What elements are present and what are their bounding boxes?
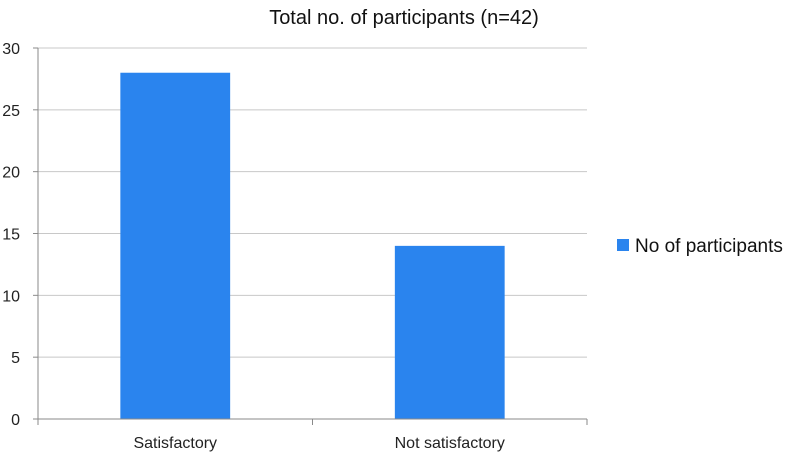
y-tick-label-10: 10 [2, 288, 20, 305]
y-tick-label-5: 5 [11, 350, 20, 367]
y-tick-label-0: 0 [11, 412, 20, 429]
y-tick-label-15: 15 [2, 227, 20, 244]
y-tick-label-20: 20 [2, 165, 20, 182]
bar-satisfactory [120, 72, 231, 419]
y-axis-ticks: 0 5 10 15 20 25 30 [2, 41, 20, 429]
x-category-label-0: Satisfactory [133, 435, 217, 452]
x-category-label-1: Not satisfactory [395, 435, 505, 452]
bar-not-satisfactory [394, 245, 505, 419]
x-axis-labels: Satisfactory Not satisfactory [133, 435, 504, 452]
legend-swatch [617, 239, 629, 251]
legend-label: No of participants [635, 236, 783, 257]
legend: No of participants [617, 236, 783, 257]
y-tick-label-25: 25 [2, 103, 20, 120]
axes [37, 48, 588, 425]
y-tick-label-30: 30 [2, 41, 20, 58]
bars [120, 72, 505, 419]
chart-title: Total no. of participants (n=42) [269, 7, 539, 29]
